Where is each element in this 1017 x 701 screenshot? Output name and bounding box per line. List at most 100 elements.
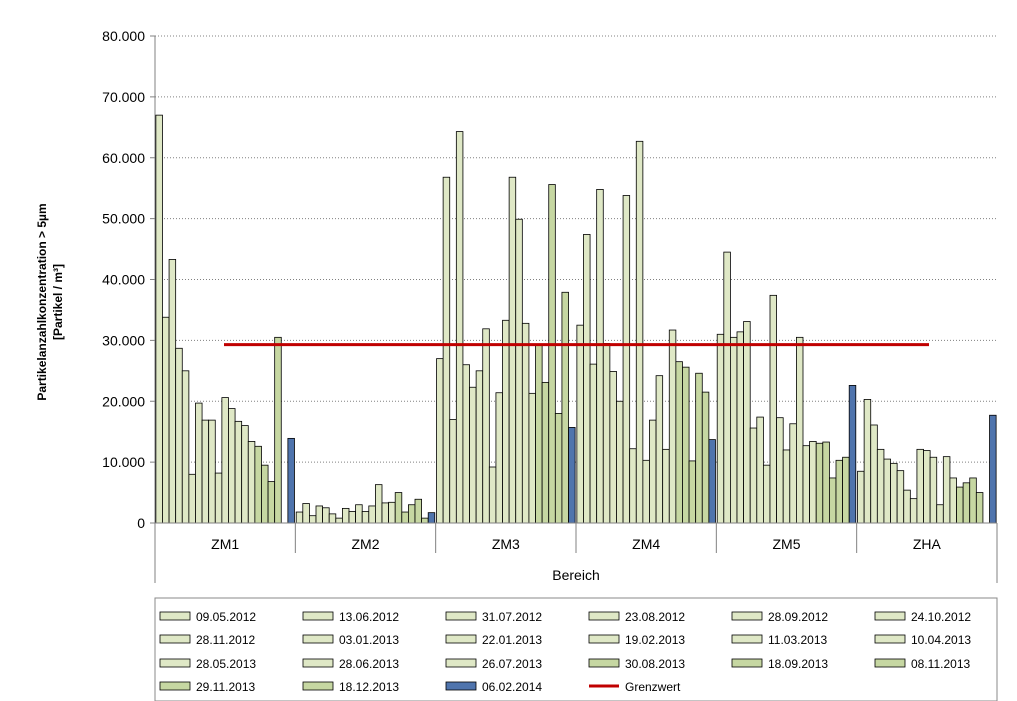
bar (576, 324, 584, 524)
legend-swatch (588, 658, 620, 668)
bar (228, 408, 236, 524)
bar (975, 492, 984, 524)
bar (896, 470, 905, 524)
y-tick-label: 20.000 (102, 393, 145, 409)
legend-swatch (445, 634, 477, 644)
legend-swatch (445, 611, 477, 621)
bar (162, 316, 170, 524)
legend-label: 06.02.2014 (482, 680, 542, 694)
bar (535, 344, 543, 524)
bar (315, 505, 323, 524)
legend-swatch (159, 634, 191, 644)
legend-box (154, 597, 998, 701)
bar (842, 456, 850, 524)
bar (835, 459, 843, 524)
bar (756, 416, 764, 524)
bar (909, 498, 918, 524)
bar (695, 372, 703, 524)
bar (436, 358, 444, 524)
bar (241, 425, 249, 524)
bar (528, 392, 536, 524)
bar (488, 466, 497, 524)
legend-swatch (302, 658, 334, 668)
bar (267, 481, 276, 524)
bar (583, 234, 591, 524)
legend-swatch (302, 681, 334, 691)
legend-label: 18.09.2013 (768, 657, 828, 671)
bar (789, 423, 797, 524)
bar (482, 328, 490, 524)
legend-label: 19.02.2013 (625, 633, 685, 647)
legend-swatch (731, 611, 763, 621)
bar (508, 176, 517, 524)
bar (708, 439, 716, 524)
bar (815, 442, 824, 524)
legend-label: 30.08.2013 (625, 657, 685, 671)
legend: 09.05.2012 13.06.2012 31.07.2012 23.08.2012… (159, 610, 971, 694)
bar (749, 427, 758, 524)
bar (568, 427, 576, 524)
bar (348, 511, 356, 524)
bar (381, 502, 389, 524)
bar (234, 420, 243, 524)
bar (287, 437, 295, 524)
bar (195, 402, 203, 524)
bar (355, 504, 363, 524)
bar (155, 114, 163, 524)
bar (589, 363, 598, 524)
y-tick-label: 0 (137, 515, 145, 531)
legend-label: 22.01.2013 (482, 633, 542, 647)
legend-swatch (159, 681, 191, 691)
bar (782, 449, 791, 524)
bar (649, 419, 657, 524)
bar (629, 448, 637, 524)
legend-swatch (588, 634, 620, 644)
legend-label: 18.12.2013 (339, 680, 399, 694)
bar (730, 336, 738, 524)
bar (261, 464, 269, 524)
bar (802, 445, 810, 524)
bar (822, 441, 830, 524)
bar (181, 370, 190, 524)
bar (662, 448, 670, 524)
bar (809, 441, 817, 524)
bar (829, 477, 837, 524)
legend-swatch (445, 681, 477, 691)
bar (541, 381, 550, 524)
bar (274, 336, 282, 524)
legend-label: 31.07.2012 (482, 610, 542, 624)
bar (622, 195, 631, 524)
bar (949, 477, 957, 524)
bar (736, 331, 744, 524)
bar (302, 503, 310, 524)
x-axis: ZM1 ZM2 ZM3 ZM4 ZM5 ZHA (154, 522, 998, 583)
bar (596, 188, 604, 524)
legend-label: 09.05.2012 (196, 610, 256, 624)
bar (763, 464, 771, 524)
bar (427, 512, 436, 524)
bar (890, 462, 898, 524)
bar (701, 391, 710, 524)
bar (929, 456, 938, 524)
bar (969, 477, 977, 524)
grid-lines (155, 35, 997, 463)
bar (936, 504, 944, 524)
bar (254, 445, 262, 524)
legend-label: 03.01.2013 (339, 633, 399, 647)
legend-label: Grenzwert (625, 680, 681, 694)
legend-swatch (731, 658, 763, 668)
legend-label: 29.11.2013 (196, 680, 255, 694)
bar (475, 370, 484, 524)
x-category-label: ZM1 (211, 536, 239, 552)
bar (495, 392, 503, 524)
legend-label: 11.03.2013 (768, 633, 827, 647)
bar (328, 513, 337, 524)
bar (208, 419, 216, 524)
legend-swatch (159, 658, 191, 668)
bar (716, 333, 725, 524)
x-category-label: ZM3 (492, 536, 520, 552)
bar (682, 366, 690, 524)
bar (515, 218, 523, 524)
x-category-label: ZM5 (773, 536, 801, 552)
bar (863, 399, 872, 524)
